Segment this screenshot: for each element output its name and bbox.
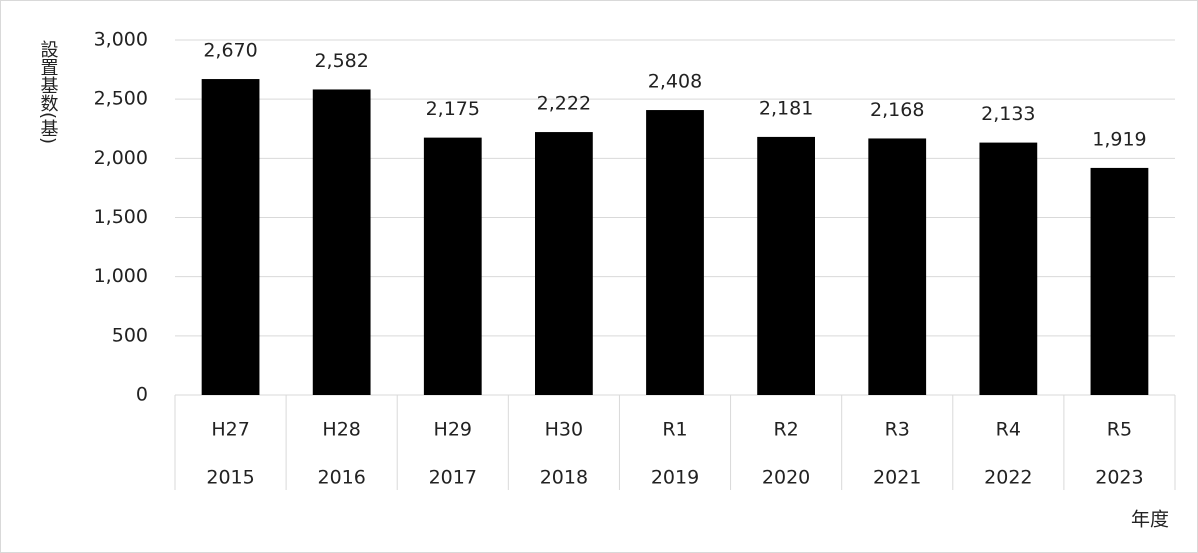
bar [1090,167,1149,395]
y-tick-label: 2,000 [94,147,148,169]
x-tick-year: 2015 [206,467,254,489]
bar [535,132,593,395]
y-tick-label: 2,500 [94,88,148,110]
y-tick-label: 0 [136,384,148,406]
y-axis-label: 設置基数(基) [38,40,59,144]
x-tick-label: R3 [885,419,910,441]
data-label: 2,168 [870,99,924,121]
bar [979,142,1038,395]
data-label: 2,582 [314,50,368,72]
x-tick-label: H27 [211,419,249,441]
data-label: 2,408 [648,71,702,93]
bar [757,136,815,396]
x-tick-label: R1 [662,419,687,441]
data-label: 2,222 [537,93,591,115]
data-label: 2,175 [426,98,480,120]
data-label: 2,670 [203,40,257,62]
bar [646,110,704,395]
y-tick-label: 500 [112,324,148,346]
data-label: 2,181 [759,97,813,119]
x-tick-label: R4 [996,419,1021,441]
x-tick-year: 2020 [762,467,810,489]
x-tick-year: 2022 [984,467,1032,489]
x-tick-label: H28 [322,419,360,441]
bar [201,79,260,396]
x-tick-year: 2018 [540,467,588,489]
x-tick-year: 2016 [317,467,365,489]
x-tick-label: R5 [1107,419,1132,441]
x-tick-year: 2021 [873,467,921,489]
data-label: 1,919 [1092,128,1146,150]
x-tick-year: 2023 [1095,467,1143,489]
y-tick-label: 1,000 [94,265,148,287]
x-tick-year: 2019 [651,467,699,489]
x-tick-label: R2 [773,419,798,441]
x-tick-year: 2017 [429,467,477,489]
x-axis-label: 年度 [1131,509,1169,531]
x-tick-label: H29 [434,419,472,441]
bar [423,137,482,395]
bar [868,138,927,395]
data-label: 2,133 [981,103,1035,125]
bar [312,89,371,396]
y-tick-label: 1,500 [94,206,148,228]
y-tick-label: 3,000 [94,29,148,51]
x-tick-label: H30 [545,419,583,441]
